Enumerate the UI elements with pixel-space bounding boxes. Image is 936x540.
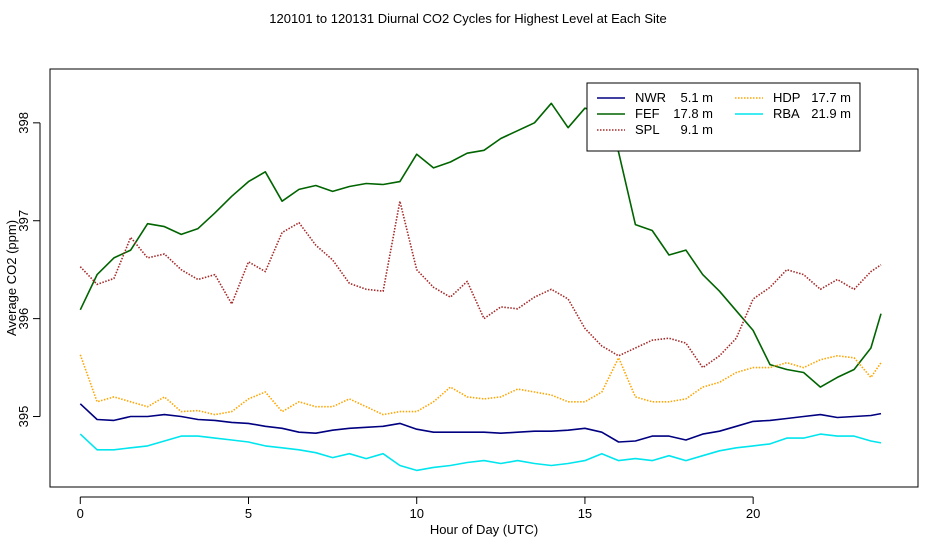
y-axis: 395 396 397 398 [16,112,41,428]
x-tick-label: 0 [77,506,84,521]
y-axis-label: Average CO2 (ppm) [4,220,19,336]
legend-height: 17.8 m [673,106,713,121]
legend-height: 17.7 m [811,90,851,105]
x-axis-label: Hour of Day (UTC) [430,522,538,537]
y-tick-label: 398 [16,112,31,134]
legend-label: FEF [635,106,660,121]
x-tick-label: 15 [578,506,592,521]
y-tick-label: 395 [16,406,31,428]
y-tick-label: 396 [16,308,31,330]
legend-height: 5.1 m [680,90,713,105]
series-line-nwr [79,403,882,443]
series-line-hdp [79,354,882,416]
legend-label: RBA [773,106,800,121]
legend-height: 21.9 m [811,106,851,121]
series-line-rba [79,433,882,472]
legend-label: SPL [635,122,660,137]
legend-label: HDP [773,90,800,105]
legend-height: 9.1 m [680,122,713,137]
plot-area [49,68,919,488]
legend: NWR 5.1 m FEF 17.8 m SPL 9.1 m HDP 17.7 m RBA 21.… [586,82,861,152]
x-tick-label: 10 [409,506,423,521]
x-axis: 0 5 10 15 20 [77,496,760,521]
chart-title: 120101 to 120131 Diurnal CO2 Cycles for … [269,11,666,26]
y-tick-label: 397 [16,210,31,232]
legend-box [586,82,861,152]
series-lines [79,102,882,472]
series-line-spl [79,200,882,369]
x-tick-label: 5 [245,506,252,521]
x-tick-label: 20 [746,506,760,521]
series-line-fef [79,102,882,388]
legend-label: NWR [635,90,666,105]
